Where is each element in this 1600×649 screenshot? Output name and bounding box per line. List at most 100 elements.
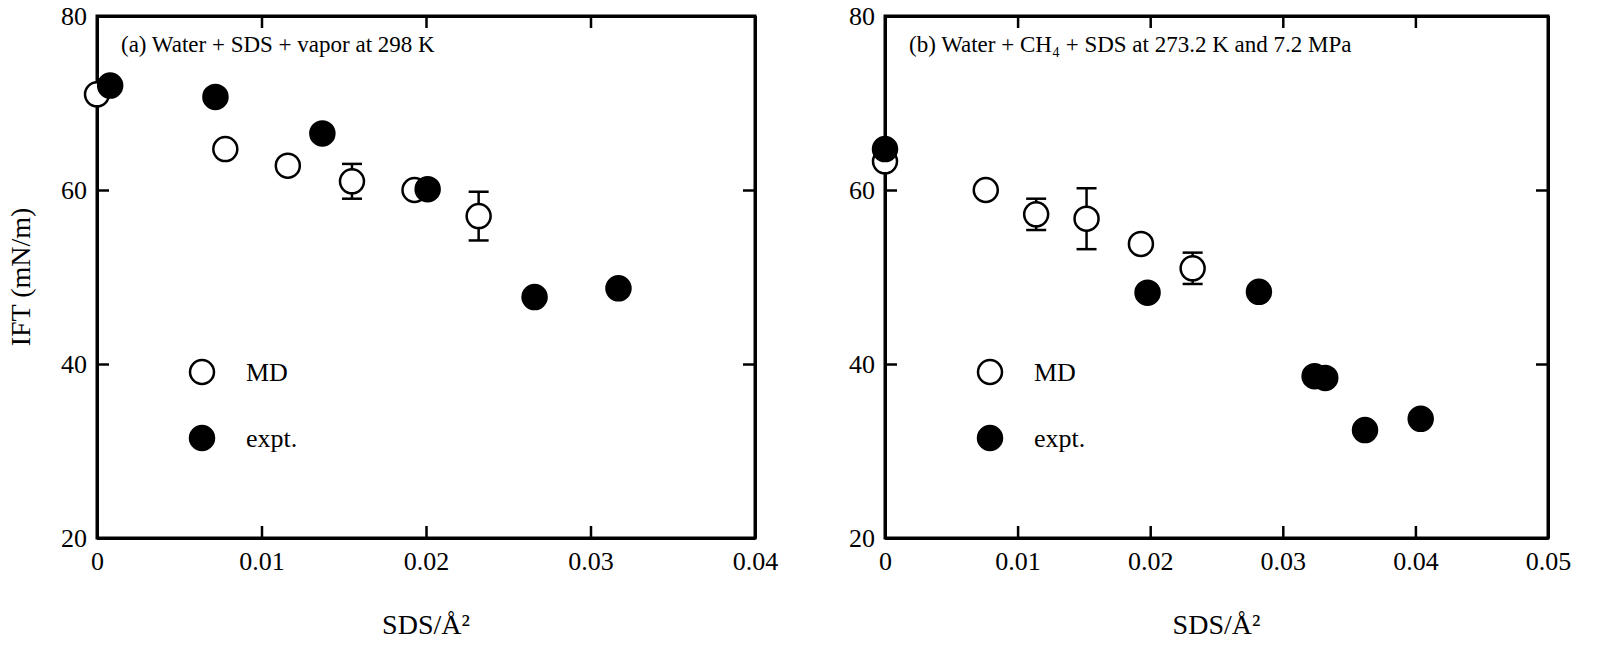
chart-title: (b) Water + CH₄ + SDS at 273.2 K and 7.2… bbox=[909, 32, 1351, 57]
point bbox=[203, 85, 227, 109]
tick-mark bbox=[743, 363, 755, 366]
point bbox=[1313, 366, 1337, 390]
tick-label: 0.04 bbox=[1393, 547, 1439, 576]
tick bbox=[1283, 16, 1284, 28]
chart-title: (a) Water + SDS + vapor at 298 K bbox=[121, 32, 435, 57]
tick: 0.03 bbox=[568, 526, 614, 576]
tick: 0.04 bbox=[1393, 526, 1439, 576]
plot-area bbox=[85, 74, 630, 309]
tick-label: 0 bbox=[91, 547, 104, 576]
point bbox=[213, 137, 237, 161]
tick-label: 0.01 bbox=[239, 547, 285, 576]
point bbox=[416, 177, 440, 201]
error-bar-line bbox=[1183, 283, 1203, 286]
tick-mark bbox=[1282, 16, 1285, 28]
legend: MDexpt. bbox=[978, 358, 1085, 453]
x-axis-title: SDS/Å² bbox=[1173, 609, 1261, 640]
legend: MDexpt. bbox=[190, 358, 297, 453]
tick-label: 0.02 bbox=[404, 547, 450, 576]
tick-mark bbox=[743, 189, 755, 192]
tick-mark bbox=[425, 16, 428, 28]
tick-label: 0.04 bbox=[733, 547, 779, 576]
point bbox=[1181, 256, 1205, 280]
tick-label: 0.02 bbox=[1128, 547, 1174, 576]
tick-mark bbox=[1536, 363, 1548, 366]
tick-mark bbox=[1536, 189, 1548, 192]
tick-label: 40 bbox=[849, 350, 875, 379]
point bbox=[1075, 207, 1099, 231]
tick-mark bbox=[1149, 16, 1152, 28]
tick: 0.01 bbox=[239, 526, 285, 576]
error-bar-line bbox=[1026, 197, 1046, 200]
point bbox=[873, 137, 897, 161]
tick-mark bbox=[590, 16, 593, 28]
legend-label: MD bbox=[246, 358, 288, 387]
tick bbox=[1536, 364, 1548, 365]
tick-label: 0.05 bbox=[1526, 547, 1572, 576]
error-bar-line bbox=[342, 197, 362, 200]
point bbox=[467, 204, 491, 228]
error-bar-line bbox=[342, 163, 362, 166]
point bbox=[1409, 407, 1433, 431]
tick bbox=[262, 16, 263, 28]
legend-marker bbox=[978, 360, 1002, 384]
x-axis-top bbox=[886, 16, 1549, 28]
tick: 40 bbox=[849, 350, 897, 379]
tick-label: 0.01 bbox=[995, 547, 1041, 576]
point bbox=[1024, 202, 1048, 226]
tick bbox=[591, 16, 592, 28]
tick: 0.02 bbox=[404, 526, 450, 576]
tick-mark bbox=[1282, 526, 1285, 538]
plot-frame bbox=[885, 16, 1548, 538]
tick-label: 0.03 bbox=[1261, 547, 1307, 576]
tick-label: 60 bbox=[61, 176, 87, 205]
error-bar-line bbox=[1077, 248, 1097, 251]
tick-label: 60 bbox=[849, 176, 875, 205]
tick-label: 80 bbox=[849, 2, 875, 31]
legend-label: expt. bbox=[1034, 424, 1085, 453]
tick-mark bbox=[1149, 526, 1152, 538]
point bbox=[974, 178, 998, 202]
tick-label: 80 bbox=[61, 2, 87, 31]
series bbox=[873, 149, 1205, 284]
tick-label: 20 bbox=[61, 524, 87, 553]
tick-mark bbox=[1415, 526, 1418, 538]
tick: 60 bbox=[849, 176, 897, 205]
tick bbox=[1536, 190, 1548, 191]
point bbox=[606, 276, 630, 300]
y-axis: 20406080 bbox=[849, 2, 897, 553]
point bbox=[1353, 418, 1377, 442]
tick bbox=[1150, 16, 1151, 28]
x-axis-title: SDS/Å² bbox=[382, 609, 470, 640]
point bbox=[98, 74, 122, 98]
tick-mark bbox=[1017, 526, 1020, 538]
point bbox=[523, 285, 547, 309]
tick-label: 0.03 bbox=[568, 547, 614, 576]
error-bar-line bbox=[1026, 229, 1046, 232]
tick: 0.03 bbox=[1261, 526, 1307, 576]
x-axis: 0 0.01 0.02 0.03 0.04 bbox=[91, 526, 778, 576]
tick-mark bbox=[261, 16, 264, 28]
point bbox=[1129, 232, 1153, 256]
error-bar-line bbox=[1183, 251, 1203, 254]
tick-mark bbox=[97, 189, 109, 192]
tick-mark bbox=[425, 526, 428, 538]
tick: 0.01 bbox=[995, 526, 1041, 576]
tick bbox=[426, 16, 427, 28]
legend-marker bbox=[190, 360, 214, 384]
error-bar-line bbox=[469, 239, 489, 242]
point bbox=[310, 121, 334, 145]
tick-mark bbox=[1017, 16, 1020, 28]
point bbox=[340, 169, 364, 193]
legend-marker bbox=[978, 426, 1002, 450]
chart-panel: 0 0.01 0.02 0.03 0.04 20 40 60 80 (a) Water + SDS… bbox=[5, 2, 778, 640]
tick: 40 bbox=[61, 350, 109, 379]
tick bbox=[743, 364, 755, 365]
tick bbox=[743, 190, 755, 191]
tick-mark bbox=[261, 526, 264, 538]
tick bbox=[1018, 16, 1019, 28]
tick-mark bbox=[885, 189, 897, 192]
tick-mark bbox=[885, 363, 897, 366]
plot-frame bbox=[97, 16, 755, 538]
tick-label: 0 bbox=[879, 547, 892, 576]
